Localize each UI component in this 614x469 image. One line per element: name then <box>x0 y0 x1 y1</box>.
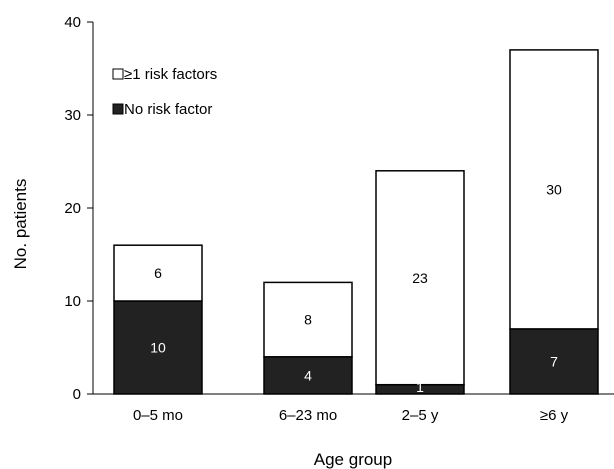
data-label-risk-factors: 23 <box>412 270 428 286</box>
data-labels: 10 6 4 8 1 23 7 30 <box>150 181 562 395</box>
legend-label-risk-factors: ≥1 risk factors <box>124 66 217 83</box>
y-tick-label: 0 <box>73 386 81 403</box>
bar-segment-risk-factors <box>263 281 353 358</box>
x-tick-label: 6–23 mo <box>279 407 337 424</box>
data-label-risk-factors: 30 <box>546 181 562 197</box>
data-label-no-risk-factor: 4 <box>304 367 312 383</box>
bar-segment-no-risk-factor <box>509 328 599 395</box>
bar-segment-risk-factors <box>509 49 599 330</box>
data-label-risk-factors: 6 <box>154 265 162 281</box>
bar-segment-risk-factors <box>113 244 203 302</box>
x-tick-label: 0–5 mo <box>133 407 183 424</box>
legend-swatch-no-risk-factor <box>112 103 124 115</box>
x-tick-label: ≥6 y <box>540 407 569 424</box>
y-tick-label: 30 <box>64 107 81 124</box>
legend-swatch-risk-factors <box>112 68 124 80</box>
data-label-no-risk-factor: 10 <box>150 340 166 356</box>
data-label-no-risk-factor: 7 <box>550 353 558 369</box>
y-axis-title: No. patients <box>11 179 30 270</box>
y-tick-label: 40 <box>64 14 81 31</box>
legend: ≥1 risk factors No risk factor <box>112 66 217 118</box>
x-axis-title: Age group <box>314 450 392 469</box>
data-label-risk-factors: 8 <box>304 312 312 328</box>
axes: 0 10 20 30 40 0–5 mo 6–23 mo 2–5 y ≥6 y <box>64 14 614 424</box>
bar-segment-risk-factors <box>375 170 465 386</box>
y-tick-label: 10 <box>64 293 81 310</box>
bars <box>113 49 599 395</box>
data-label-no-risk-factor: 1 <box>416 379 424 395</box>
y-tick-label: 20 <box>64 200 81 217</box>
legend-label-no-risk-factor: No risk factor <box>124 101 212 118</box>
x-tick-label: 2–5 y <box>402 407 439 424</box>
bar-segment-no-risk-factor <box>263 356 353 395</box>
